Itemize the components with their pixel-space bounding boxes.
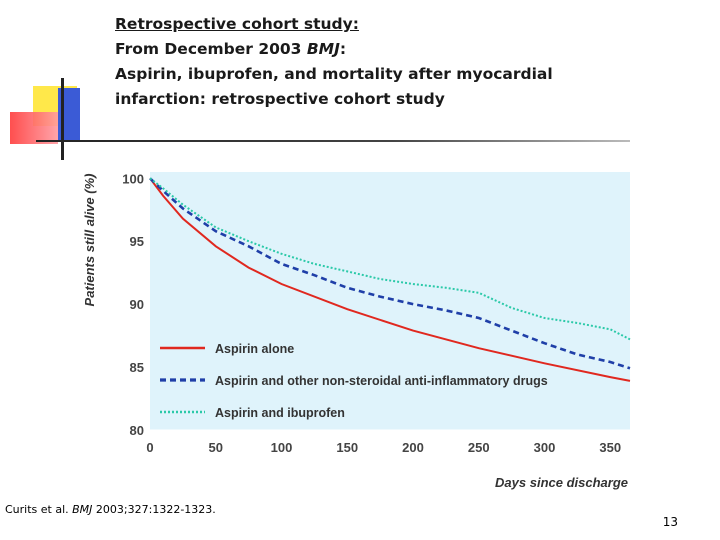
x-tick-label: 150 [336, 440, 358, 455]
citation-suffix: 2003;327:1322-1323. [92, 503, 216, 516]
x-tick-label: 200 [402, 440, 424, 455]
x-axis-label: Days since discharge [495, 475, 628, 490]
title-line-4: infarction: retrospective cohort study [115, 90, 445, 108]
deco-red-square [10, 112, 58, 144]
y-tick-label: 85 [130, 360, 144, 375]
survival-chart: 0 50 100 150 200 250 300 350 80 85 90 95 100 Aspirin… [82, 171, 631, 490]
citation-prefix: Curits et al. [5, 503, 73, 516]
tick-layer: 0 50 100 150 200 250 300 350 80 85 90 95 100 [122, 171, 621, 455]
x-tick-label: 50 [209, 440, 223, 455]
series-line-1 [149, 177, 631, 382]
series-layer [149, 177, 631, 382]
deco-horizontal-line [36, 140, 630, 142]
series-line-2 [149, 177, 631, 370]
title-line-1: Retrospective cohort study: [115, 15, 359, 33]
y-axis-label: Patients still alive (%) [82, 174, 97, 307]
citation-journal: BMJ [72, 503, 93, 516]
x-tick-label: 100 [271, 440, 293, 455]
title-journal: BMJ [306, 40, 340, 58]
title-line-3: Aspirin, ibuprofen, and mortality after … [115, 65, 553, 83]
y-tick-label: 95 [130, 234, 144, 249]
series-line-3 [149, 177, 631, 341]
page-number: 13 [662, 515, 678, 529]
legend: Aspirin alone Aspirin and other non-stero… [160, 342, 548, 420]
title-line-2-suffix: : [339, 40, 347, 58]
legend-label-3: Aspirin and ibuprofen [215, 406, 345, 420]
deco-vertical-line [61, 78, 64, 160]
plot-area [150, 172, 630, 430]
title-line-2-prefix: From December 2003 [115, 40, 307, 58]
y-tick-label: 90 [130, 297, 144, 312]
x-tick-label: 250 [468, 440, 490, 455]
x-tick-label: 0 [146, 440, 153, 455]
title-line-2: From December 2003 BMJ: [115, 37, 675, 62]
x-tick-label: 300 [534, 440, 556, 455]
citation: Curits et al. BMJ 2003;327:1322-1323. [5, 503, 216, 516]
y-tick-label: 100 [122, 171, 144, 186]
legend-label-2: Aspirin and other non-steroidal anti-inf… [215, 374, 548, 388]
slide-title: Retrospective cohort study: From Decembe… [115, 12, 675, 112]
legend-label-1: Aspirin alone [215, 342, 294, 356]
x-tick-label: 350 [599, 440, 621, 455]
y-tick-label: 80 [130, 423, 144, 438]
